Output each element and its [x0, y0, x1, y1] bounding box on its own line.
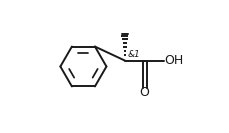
Text: OH: OH [164, 54, 183, 67]
Text: &1: &1 [127, 50, 139, 59]
Text: O: O [139, 86, 149, 99]
